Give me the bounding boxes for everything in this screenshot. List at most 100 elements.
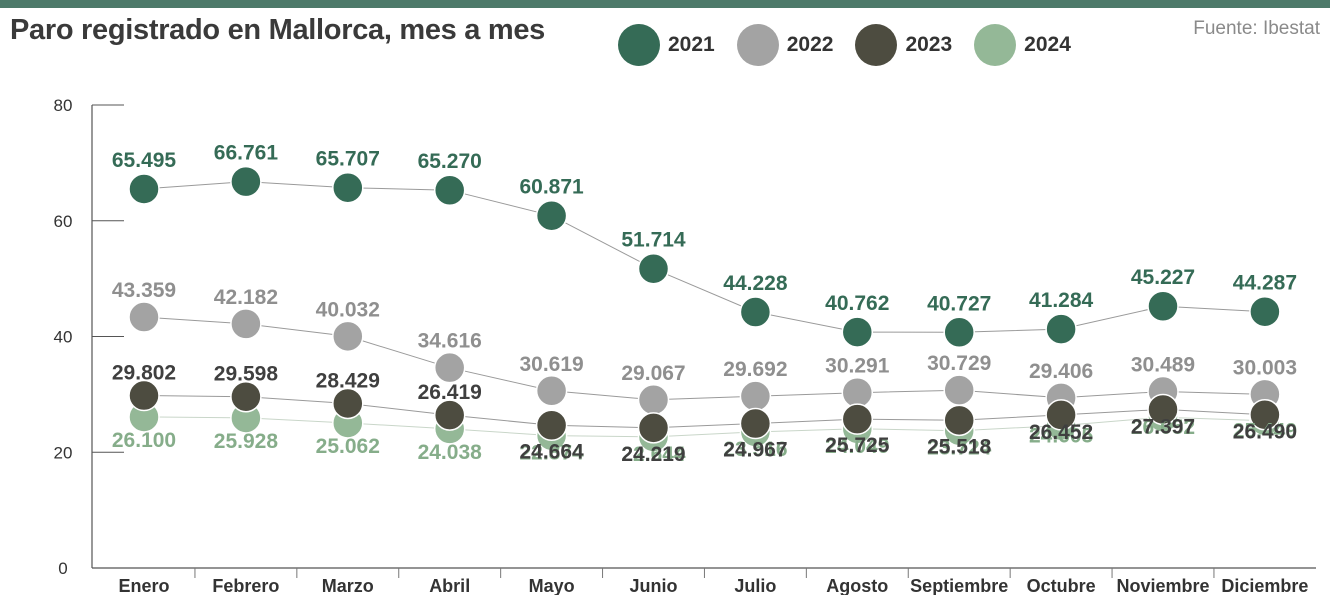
point-2021: [841, 316, 874, 348]
series-line-2021: [143, 181, 1265, 333]
point-2023: [841, 403, 874, 435]
data-label-2022: 30.003: [1233, 356, 1297, 379]
series-line-2023: [143, 395, 1265, 429]
top-accent-bar: [0, 0, 1330, 8]
data-label-2024: 25.062: [316, 435, 380, 458]
point-2021: [739, 296, 772, 328]
y-tick-label: 60: [54, 212, 73, 231]
series-line-2024: [143, 416, 1265, 438]
point-2021: [943, 316, 975, 349]
data-label-2023: 26.419: [418, 381, 482, 404]
data-label-2021: 45.227: [1131, 266, 1195, 289]
point-2022: [332, 320, 364, 353]
data-label-2021: 40.727: [927, 292, 991, 315]
point-2023: [1045, 399, 1077, 431]
legend-label-2023: 2023: [905, 33, 953, 56]
data-label-2024: 25.928: [214, 430, 279, 453]
data-label-2021: 66.761: [214, 142, 279, 165]
legend-marker-2021: [618, 24, 660, 66]
legend: 2021 2022 2023 2024: [618, 24, 1093, 66]
data-label-2021: 44.287: [1233, 272, 1297, 295]
x-tick-label: Abril: [429, 576, 470, 595]
point-2021: [230, 165, 262, 198]
chart-title: Paro registrado en Mallorca, mes a mes: [10, 14, 545, 46]
point-2023: [332, 387, 364, 420]
point-2023: [433, 399, 466, 431]
legend-marker-2022: [736, 24, 779, 66]
x-tick-label: Octubre: [1027, 576, 1096, 595]
data-label-2022: 43.359: [112, 279, 176, 302]
x-tick-label: Diciembre: [1221, 576, 1308, 595]
legend-item-2021: 2021: [618, 24, 715, 66]
y-tick-label: 40: [54, 328, 73, 347]
point-2022: [230, 308, 262, 340]
data-label-2022: 30.489: [1131, 354, 1195, 377]
point-2021: [433, 174, 466, 206]
data-label-2022: 42.182: [214, 286, 278, 309]
source-note: Fuente: Ibestat: [1193, 18, 1320, 39]
point-2021: [128, 173, 160, 205]
data-label-2023: 27.397: [1131, 415, 1195, 438]
data-label-2024: 24.605: [1029, 425, 1094, 448]
point-2021: [637, 252, 670, 285]
legend-item-2023: 2023: [855, 24, 952, 66]
x-tick-label: Agosto: [826, 576, 888, 595]
legend-item-2024: 2024: [974, 24, 1071, 66]
data-label-2024: 24.049: [825, 435, 889, 458]
x-tick-label: Enero: [118, 576, 169, 595]
data-label-2023: 24.219: [621, 443, 685, 466]
y-tick-label: 0: [58, 559, 67, 578]
data-label-2022: 29.406: [1029, 360, 1093, 383]
x-tick-label: Marzo: [322, 576, 374, 595]
data-label-2022: 30.619: [519, 353, 583, 376]
y-tick-label: 80: [54, 96, 73, 115]
legend-label-2021: 2021: [668, 33, 715, 56]
data-label-2024: 25.449: [1233, 420, 1297, 443]
data-label-2023: 25.725: [825, 434, 890, 457]
legend-label-2022: 2022: [786, 33, 834, 56]
point-2023: [943, 404, 975, 437]
point-2022: [535, 375, 568, 407]
data-label-2023: 29.598: [214, 363, 279, 386]
data-label-2024: 23.724: [927, 437, 992, 460]
x-tick-label: Febrero: [212, 576, 279, 595]
data-label-2023: 24.967: [723, 439, 787, 462]
data-label-2024: 23.516: [723, 438, 787, 461]
x-tick-label: Noviembre: [1116, 576, 1209, 595]
point-2022: [943, 374, 975, 406]
x-tick-label: Mayo: [529, 576, 575, 595]
data-label-2021: 60.871: [519, 176, 584, 199]
data-label-2021: 51.714: [621, 229, 686, 252]
data-label-2022: 40.032: [316, 298, 380, 321]
data-label-2022: 34.616: [418, 330, 482, 353]
data-label-2023: 26.490: [1233, 421, 1297, 444]
data-label-2021: 65.495: [112, 149, 177, 172]
point-2023: [535, 409, 568, 442]
point-2022: [841, 376, 874, 409]
point-2023: [230, 380, 262, 413]
data-label-2024: 22.644: [621, 443, 686, 466]
data-label-2024: 22.874: [519, 442, 584, 465]
data-label-2021: 40.762: [825, 292, 889, 315]
legend-item-2022: 2022: [736, 24, 834, 66]
point-2021: [1045, 313, 1077, 345]
point-2023: [637, 412, 670, 444]
x-tick-label: Septiembre: [910, 576, 1008, 595]
data-label-2022: 30.729: [927, 352, 991, 375]
point-2022: [128, 301, 160, 333]
x-tick-label: Junio: [630, 576, 678, 595]
x-tick-label: Julio: [734, 576, 776, 595]
point-2021: [535, 199, 568, 232]
point-2023: [739, 407, 772, 440]
data-label-2023: 26.452: [1029, 421, 1093, 444]
data-label-2023: 29.802: [112, 362, 176, 385]
point-2022: [637, 384, 670, 416]
data-label-2022: 29.067: [621, 362, 685, 385]
point-2021: [332, 171, 364, 204]
data-label-2024: 24.038: [418, 441, 483, 464]
point-2023: [1147, 393, 1179, 426]
legend-marker-2024: [974, 24, 1017, 66]
data-label-2021: 44.228: [723, 272, 788, 295]
data-label-2021: 65.270: [418, 150, 482, 173]
